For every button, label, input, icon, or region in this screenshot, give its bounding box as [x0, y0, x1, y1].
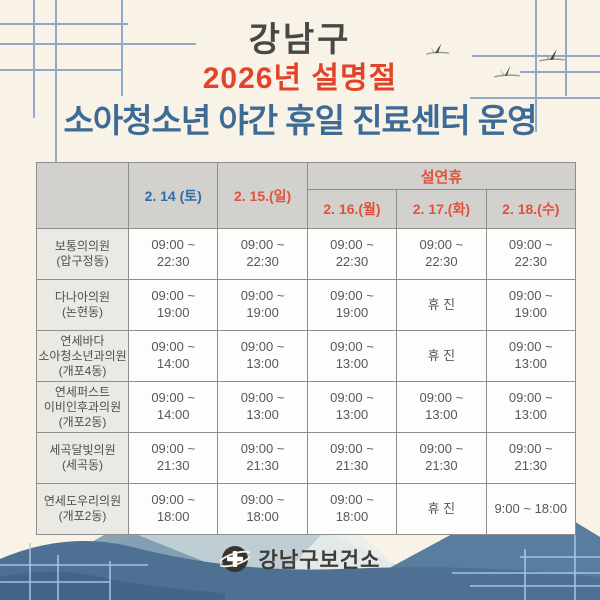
hours-cell: 09:00 ~ 19:00	[217, 279, 308, 331]
col-header-wed: 2. 18.(수)	[485, 189, 577, 229]
hours-cell: 09:00 ~ 18:00	[127, 483, 219, 535]
table-row: 다나아의원 (논현동) 09:00 ~ 19:00 09:00 ~ 19:00 …	[36, 279, 577, 331]
hours-cell: 09:00 ~ 18:00	[217, 483, 308, 535]
clinic-name: 보통의의원 (압구정동)	[36, 228, 129, 280]
col-header-mon: 2. 16.(월)	[306, 189, 398, 229]
col-header-sat: 2. 14 (토)	[127, 162, 219, 229]
table-row: 연세도우리의원 (개포2동) 09:00 ~ 18:00 09:00 ~ 18:…	[36, 483, 577, 535]
hours-cell: 휴 진	[396, 330, 487, 382]
table-row: 연세퍼스트 이비인후과의원 (개포2동) 09:00 ~ 14:00 09:00…	[36, 381, 577, 433]
clinic-name: 세곡달빛의원 (세곡동)	[36, 432, 129, 484]
health-cross-icon	[219, 546, 250, 572]
event-title: 2026년 설명절	[202, 62, 398, 96]
hours-cell: 09:00 ~ 13:00	[217, 330, 308, 382]
region-title: 강남구	[248, 21, 352, 59]
lattice-top-right	[470, 0, 600, 132]
hours-cell: 09:00 ~ 13:00	[306, 381, 398, 433]
crane-icon	[539, 49, 565, 62]
hours-cell: 09:00 ~ 14:00	[127, 330, 219, 382]
hours-cell: 09:00 ~ 13:00	[217, 381, 308, 433]
hours-cell: 09:00 ~ 22:30	[485, 228, 577, 280]
hours-cell: 09:00 ~ 21:30	[485, 432, 577, 484]
crane-icon	[426, 43, 449, 55]
clinic-name: 연세퍼스트 이비인후과의원 (개포2동)	[36, 381, 129, 433]
hours-cell: 09:00 ~ 18:00	[306, 483, 398, 535]
hours-cell: 9:00 ~ 18:00	[485, 483, 577, 535]
page-title: 소아청소년 야간 휴일 진료센터 운영	[63, 101, 537, 139]
hours-cell: 09:00 ~ 13:00	[306, 330, 398, 382]
hours-cell: 09:00 ~ 22:30	[217, 228, 308, 280]
lattice-bottom-left	[0, 543, 148, 600]
lattice-bottom-right	[452, 525, 600, 600]
table-row: 세곡달빛의원 (세곡동) 09:00 ~ 21:30 09:00 ~ 21:30…	[36, 432, 577, 484]
crane-icon	[494, 65, 520, 78]
clinic-name: 연세도우리의원 (개포2동)	[36, 483, 129, 535]
hours-cell: 09:00 ~ 13:00	[485, 330, 577, 382]
schedule-table: 2. 14 (토) 2. 15.(일) 설연휴 2. 16.(월) 2. 17.…	[36, 162, 577, 535]
hours-cell: 09:00 ~ 21:30	[396, 432, 487, 484]
hours-cell: 09:00 ~ 19:00	[127, 279, 219, 331]
corner-cell	[36, 162, 129, 229]
col-header-sun: 2. 15.(일)	[217, 162, 308, 229]
hours-cell: 휴 진	[396, 483, 487, 535]
hours-cell: 09:00 ~ 22:30	[396, 228, 487, 280]
hours-cell: 휴 진	[396, 279, 487, 331]
holiday-group-header: 설연휴	[306, 162, 577, 190]
clinic-name: 연세바다 소아청소년과의원 (개포4동)	[36, 330, 129, 382]
hours-cell: 09:00 ~ 21:30	[217, 432, 308, 484]
table-row: 보통의의원 (압구정동) 09:00 ~ 22:30 09:00 ~ 22:30…	[36, 228, 577, 280]
hours-cell: 09:00 ~ 19:00	[306, 279, 398, 331]
hours-cell: 09:00 ~ 19:00	[485, 279, 577, 331]
col-header-tue: 2. 17.(화)	[396, 189, 487, 229]
hours-cell: 09:00 ~ 13:00	[396, 381, 487, 433]
clinic-name: 다나아의원 (논현동)	[36, 279, 129, 331]
hours-cell: 09:00 ~ 14:00	[127, 381, 219, 433]
schedule-table-wrap: 2. 14 (토) 2. 15.(일) 설연휴 2. 16.(월) 2. 17.…	[36, 162, 577, 535]
hours-cell: 09:00 ~ 22:30	[127, 228, 219, 280]
title-block: 강남구 2026년 설명절 소아청소년 야간 휴일 진료센터 운영	[0, 21, 600, 140]
hours-cell: 09:00 ~ 21:30	[127, 432, 219, 484]
hours-cell: 09:00 ~ 22:30	[306, 228, 398, 280]
footer-logo: 강남구보건소	[0, 544, 600, 574]
org-name: 강남구보건소	[258, 549, 381, 572]
table-row: 연세바다 소아청소년과의원 (개포4동) 09:00 ~ 14:00 09:00…	[36, 330, 577, 382]
hours-cell: 09:00 ~ 13:00	[485, 381, 577, 433]
hours-cell: 09:00 ~ 21:30	[306, 432, 398, 484]
